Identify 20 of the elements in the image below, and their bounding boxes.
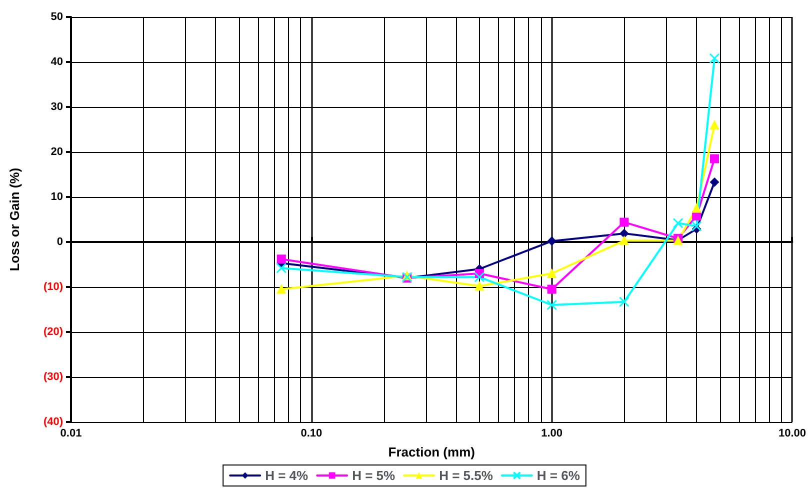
x-tick-label: 0.10: [300, 428, 322, 440]
x-tick-label: 10.00: [778, 428, 806, 440]
y-tick-label: (10): [43, 281, 64, 293]
y-tick-label: 40: [50, 56, 63, 68]
y-tick-label: (20): [43, 326, 64, 338]
y-tick-label: 30: [50, 101, 63, 113]
y-tick-label: (30): [43, 371, 64, 383]
y-tick-label: 20: [50, 146, 63, 158]
y-tick-label: 10: [50, 191, 63, 203]
x-tick-label: 1.00: [541, 428, 563, 440]
legend-label: H = 5.5%: [439, 468, 494, 483]
legend-label: H = 4%: [265, 468, 309, 483]
y-tick-label: 50: [50, 11, 63, 23]
x-axis-title: Fraction (mm): [388, 444, 475, 460]
x-tick-label: 0.01: [60, 428, 82, 440]
legend-label: H = 5%: [352, 468, 396, 483]
legend-label: H = 6%: [536, 468, 580, 483]
y-tick-label: (40): [43, 416, 64, 428]
y-tick-label: 0: [56, 236, 63, 248]
y-axis-title: Loss or Gain (%): [7, 168, 22, 272]
